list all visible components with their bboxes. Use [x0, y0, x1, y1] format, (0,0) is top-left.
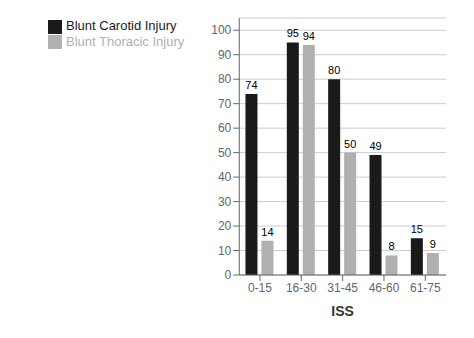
svg-text:46-60: 46-60 — [369, 281, 400, 295]
svg-text:0: 0 — [225, 268, 232, 282]
svg-text:40: 40 — [218, 170, 232, 184]
svg-text:60: 60 — [218, 121, 232, 135]
svg-text:31-45: 31-45 — [327, 281, 358, 295]
svg-text:80: 80 — [218, 72, 232, 86]
svg-text:70: 70 — [218, 97, 232, 111]
svg-text:90: 90 — [218, 48, 232, 62]
svg-text:61-75: 61-75 — [410, 281, 441, 295]
svg-text:94: 94 — [303, 30, 315, 42]
svg-text:15: 15 — [411, 223, 423, 235]
svg-text:50: 50 — [218, 146, 232, 160]
svg-text:49: 49 — [369, 140, 381, 152]
svg-text:10: 10 — [218, 244, 232, 258]
svg-text:30: 30 — [218, 195, 232, 209]
svg-text:80: 80 — [328, 64, 340, 76]
svg-text:95: 95 — [287, 27, 299, 39]
svg-text:ISS: ISS — [331, 303, 354, 319]
svg-text:50: 50 — [344, 138, 356, 150]
svg-text:100: 100 — [211, 23, 231, 37]
html-text:Blunt Carotid Injury: Blunt Carotid Injury — [66, 18, 177, 33]
svg-text:16-30: 16-30 — [286, 281, 317, 295]
html-text:Blunt Thoracic Injury: Blunt Thoracic Injury — [66, 33, 185, 49]
svg-text:14: 14 — [261, 226, 273, 238]
svg-text:8: 8 — [388, 240, 394, 252]
svg-text:74: 74 — [245, 79, 257, 91]
svg-text:0-15: 0-15 — [248, 281, 272, 295]
svg-text:20: 20 — [218, 219, 232, 233]
svg-text:9: 9 — [430, 238, 436, 250]
